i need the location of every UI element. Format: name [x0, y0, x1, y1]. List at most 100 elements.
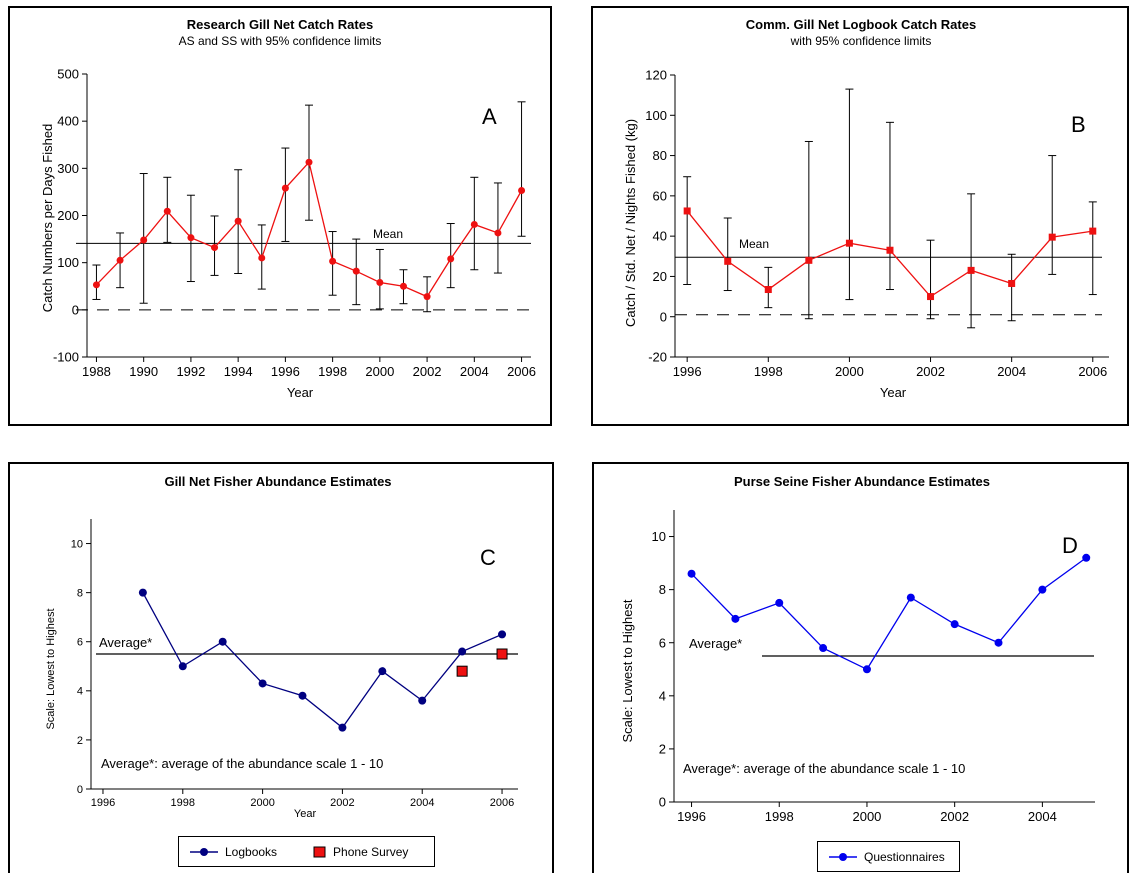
x-tick-label: 1998 — [754, 364, 783, 379]
x-tick-label: 2002 — [940, 809, 969, 824]
chart-d-average-label: Average* — [689, 636, 742, 651]
data-point — [138, 588, 147, 597]
data-point — [724, 257, 732, 265]
chart-a-mean-label: Mean — [373, 227, 403, 241]
legend-item-phone-survey: Phone Survey — [313, 845, 408, 859]
x-tick-label: 2002 — [413, 364, 442, 379]
data-point — [378, 667, 387, 676]
x-tick-label: 1990 — [129, 364, 158, 379]
x-tick-label: 1996 — [271, 364, 300, 379]
legend-phone-survey-swatch — [313, 846, 326, 857]
x-tick-label: 1996 — [91, 797, 115, 809]
data-point — [470, 220, 478, 228]
data-point — [423, 293, 431, 301]
x-tick-label: 1994 — [224, 364, 253, 379]
x-tick-label: 1996 — [677, 809, 706, 824]
x-tick-label: 2000 — [250, 797, 274, 809]
y-tick-label: 8 — [659, 582, 666, 597]
legend-phone-survey-label: Phone Survey — [333, 844, 409, 859]
x-tick-label: 1998 — [765, 809, 794, 824]
chart-b-ylabel: Catch / Std. Net / Nights Fished (kg) — [623, 119, 638, 327]
chart-a-title: Research Gill Net Catch Rates — [187, 17, 373, 32]
data-point — [518, 187, 526, 195]
data-point — [458, 647, 467, 656]
data-point — [447, 255, 455, 263]
legend-logbooks-label: Logbooks — [225, 844, 278, 859]
y-tick-label: 60 — [653, 188, 667, 203]
y-tick-label: 6 — [659, 635, 666, 650]
legend-item-logbooks: Logbooks — [189, 845, 277, 859]
chart-c-average-label: Average* — [99, 635, 152, 650]
data-point — [92, 281, 100, 289]
data-point — [456, 665, 468, 677]
chart-panel-b: Comm. Gill Net Logbook Catch Rates with … — [591, 6, 1129, 426]
x-tick-label: 1988 — [82, 364, 111, 379]
chart-c-note: Average*: average of the abundance scale… — [101, 756, 383, 771]
data-point — [1048, 233, 1056, 241]
data-point — [305, 158, 313, 166]
legend-item-questionnaires: Questionnaires — [828, 850, 945, 864]
data-point — [352, 267, 360, 275]
y-tick-label: 0 — [72, 302, 79, 317]
data-point — [1038, 585, 1047, 594]
data-point — [950, 620, 959, 629]
data-point — [764, 286, 772, 294]
data-point — [683, 207, 691, 215]
x-tick-label: 2000 — [835, 364, 864, 379]
y-tick-label: 120 — [645, 68, 667, 83]
y-tick-label: 80 — [653, 148, 667, 163]
x-tick-label: 2004 — [1028, 809, 1057, 824]
chart-a-subtitle: AS and SS with 95% confidence limits — [179, 34, 382, 48]
data-point — [258, 679, 267, 688]
data-point — [494, 229, 502, 237]
y-tick-label: 100 — [645, 108, 667, 123]
chart-b-title: Comm. Gill Net Logbook Catch Rates — [746, 17, 976, 32]
data-point — [140, 236, 148, 244]
x-tick-label: 2002 — [330, 797, 354, 809]
legend-logbooks-swatch — [190, 847, 218, 856]
chart-d-title: Purse Seine Fisher Abundance Estimates — [734, 474, 990, 489]
data-point — [218, 637, 227, 646]
data-point — [805, 256, 813, 264]
chart-c-canvas: Gill Net Fisher Abundance Estimates C Ye… — [45, 474, 518, 820]
data-point — [298, 691, 307, 700]
y-tick-label: 40 — [653, 229, 667, 244]
data-point — [399, 282, 407, 290]
chart-b-mean-label: Mean — [739, 237, 769, 251]
y-tick-label: 20 — [653, 269, 667, 284]
y-tick-label: 100 — [57, 255, 79, 270]
data-point — [845, 239, 853, 247]
x-tick-label: 2006 — [490, 797, 514, 809]
chart-panel-d: Purse Seine Fisher Abundance Estimates D… — [592, 462, 1129, 873]
chart-d-canvas: Purse Seine Fisher Abundance Estimates D… — [620, 474, 1095, 824]
series-line-questionnaires — [691, 557, 1087, 671]
data-point — [281, 184, 289, 192]
data-point — [418, 696, 427, 705]
y-tick-label: 2 — [659, 741, 666, 756]
y-tick-label: 8 — [77, 587, 83, 599]
data-point — [731, 614, 740, 623]
chart-b-panel-letter: B — [1071, 112, 1086, 137]
y-tick-label: 2 — [77, 735, 83, 747]
x-tick-label: 1998 — [171, 797, 195, 809]
y-tick-label: 6 — [77, 637, 83, 649]
y-tick-label: 0 — [660, 309, 667, 324]
data-point — [1089, 227, 1097, 235]
chart-a-xlabel: Year — [287, 385, 314, 400]
x-tick-label: 2004 — [410, 797, 434, 809]
x-tick-label: 2000 — [365, 364, 394, 379]
data-point — [819, 644, 828, 653]
y-tick-label: 300 — [57, 161, 79, 176]
data-point — [338, 723, 347, 732]
chart-d-note: Average*: average of the abundance scale… — [683, 761, 965, 776]
y-tick-label: 4 — [77, 686, 83, 698]
chart-panel-c: Gill Net Fisher Abundance Estimates C Ye… — [8, 462, 554, 873]
x-tick-label: 2000 — [852, 809, 881, 824]
chart-c-xlabel: Year — [294, 808, 317, 820]
series-line-logbooks — [142, 592, 503, 729]
x-tick-label: 2004 — [460, 364, 489, 379]
data-point — [967, 266, 975, 274]
x-tick-label: 2002 — [916, 364, 945, 379]
legend-questionnaires-swatch — [829, 852, 857, 861]
y-tick-label: 500 — [57, 67, 79, 82]
